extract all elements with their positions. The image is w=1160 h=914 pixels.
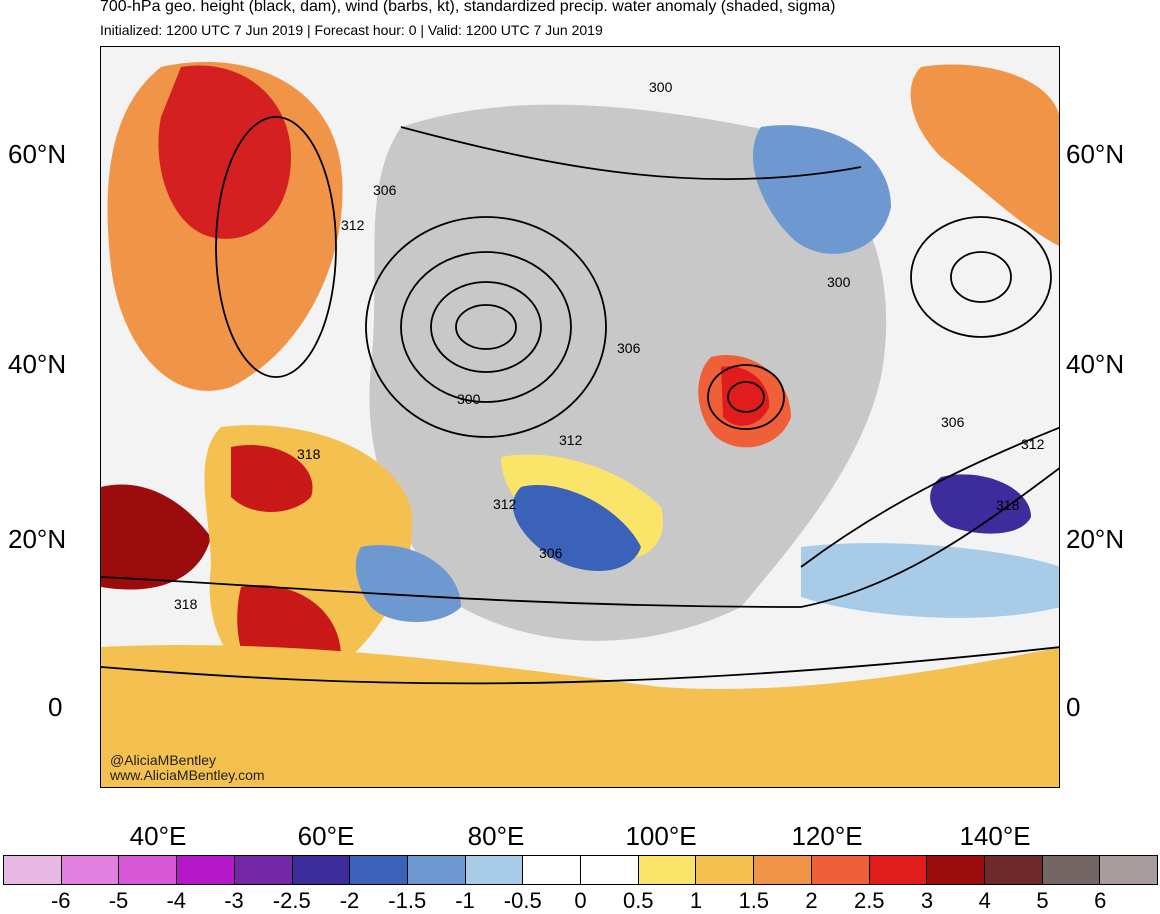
colorbar-swatch (350, 856, 408, 884)
colorbar-swatch (4, 856, 62, 884)
colorbar-tick-label: -4 (166, 888, 187, 913)
colorbar-tick-label: -5 (108, 888, 129, 913)
anomaly-siberia-neg (752, 125, 891, 254)
contour-label: 306 (617, 340, 641, 356)
colorbar-swatch (984, 856, 1043, 884)
lat-label-left: 0 (48, 692, 63, 722)
lat-label-left: 60°N (8, 139, 67, 169)
colorbar-swatch (1042, 856, 1101, 884)
colorbar-swatch (1100, 856, 1158, 884)
credit-handle: @AliciaMBentley (110, 752, 217, 768)
colorbar-swatch (292, 856, 351, 884)
anomaly-india-neg (355, 545, 461, 622)
contour-label: 312 (341, 217, 365, 233)
contour-label: 318 (297, 446, 321, 462)
colorbar-swatch (523, 856, 582, 884)
colorbar-tick-label: 5 (1036, 888, 1049, 913)
contour-label: 312 (1021, 436, 1045, 452)
lat-label-right: 0 (1066, 692, 1081, 722)
contour-label: 312 (493, 496, 517, 512)
colorbar-tick-label: 6 (1094, 888, 1107, 913)
colorbar-swatch (638, 856, 697, 884)
anomaly-china-core (721, 366, 770, 426)
contour-label: 306 (941, 414, 965, 430)
colorbar-swatch (869, 856, 928, 884)
map-panel: 300 306 312 318 300 306 300 312 312 306 … (100, 46, 1060, 788)
colorbar-swatch (465, 856, 524, 884)
lon-label: 120°E (791, 821, 863, 851)
colorbar-swatch (234, 856, 293, 884)
colorbar-swatch (177, 856, 235, 884)
colorbar-swatch (119, 856, 178, 884)
contour-label: 300 (827, 274, 851, 290)
lon-label: 100°E (625, 821, 697, 851)
colorbar-tick-label: 0.5 (622, 888, 654, 913)
anomaly-iran (231, 445, 313, 512)
anomaly-subtropical-pacific (801, 543, 1059, 618)
map-subtitle: Initialized: 1200 UTC 7 Jun 2019 | Forec… (100, 22, 603, 38)
colorbar-swatch (754, 856, 812, 884)
anomaly-tibet-neg (512, 485, 641, 571)
colorbar-tick-label: -2.5 (272, 888, 311, 913)
colorbar-swatch (407, 856, 466, 884)
credit-url: www.AliciaMBentley.com (110, 767, 265, 783)
land-region (369, 104, 887, 641)
map-canvas: 300 306 312 318 300 306 300 312 312 306 … (101, 47, 1059, 787)
colorbar-tick-label: -3 (224, 888, 244, 913)
colorbar-tick-label: -2 (339, 888, 360, 913)
colorbar-swatch (811, 856, 870, 884)
anomaly-pacific-neg (930, 474, 1031, 534)
lon-label: 80°E (467, 821, 525, 851)
lon-label: 40°E (129, 821, 187, 851)
colorbar-swatch (581, 856, 639, 884)
lat-label-left: 40°N (8, 349, 67, 379)
lat-label-right: 40°N (1066, 349, 1125, 379)
colorbar-swatch (927, 856, 985, 884)
map-title: 700-hPa geo. height (black, dam), wind (… (100, 0, 836, 15)
colorbar-swatch (696, 856, 755, 884)
colorbar-tick-label: -1.5 (388, 888, 427, 913)
lon-label: 60°E (297, 821, 355, 851)
lat-label-right: 20°N (1066, 524, 1125, 554)
anomaly-sahara (101, 484, 211, 590)
colorbar-tick-label: 3 (920, 888, 934, 913)
contour-label: 318 (174, 596, 198, 612)
height-contours (101, 116, 1059, 685)
lon-label: 140°E (959, 821, 1031, 851)
contour-label: 300 (649, 79, 673, 95)
lat-label-right: 60°N (1066, 139, 1125, 169)
contour-label: 312 (559, 432, 583, 448)
lat-label-left: 20°N (8, 524, 67, 554)
contour-label: 306 (373, 182, 397, 198)
colorbar-tick-label: 1.5 (738, 888, 770, 913)
contour-label: 306 (539, 545, 563, 561)
colorbar-swatch (61, 856, 120, 884)
colorbar-tick-label: -1 (455, 888, 475, 913)
colorbar-tick-label: -0.5 (503, 888, 542, 913)
contour-label: 300 (457, 391, 481, 407)
anomaly-far-east (910, 64, 1059, 246)
contour-label: 318 (996, 497, 1020, 513)
colorbar (3, 855, 1158, 885)
colorbar-tick-label: 1 (689, 888, 703, 913)
colorbar-tick-label: 0 (574, 888, 587, 913)
colorbar-tick-label: 4 (978, 888, 991, 913)
colorbar-tick-label: 2 (805, 888, 818, 913)
colorbar-tick-label: 2.5 (853, 888, 885, 913)
colorbar-tick-label: -6 (50, 888, 71, 913)
anomaly-scandinavia (158, 65, 291, 239)
